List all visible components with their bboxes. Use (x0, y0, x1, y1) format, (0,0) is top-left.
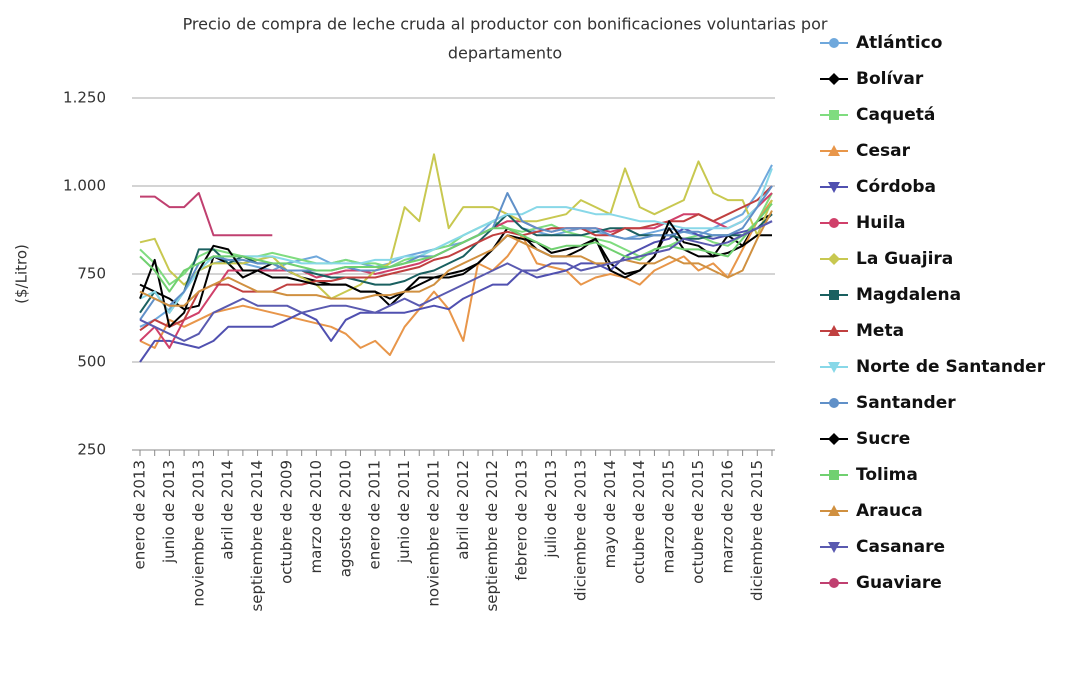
y-tick-label: 750 (77, 265, 106, 283)
legend-marker (828, 433, 840, 445)
legend-marker (828, 182, 840, 193)
y-tick-label: 500 (77, 353, 106, 371)
x-tick-label: octubre de 2015 (689, 460, 707, 584)
legend-marker (829, 218, 839, 228)
legend-label: Arauca (856, 501, 923, 521)
x-tick-label: diciembre de 2013 (571, 460, 589, 601)
legend-label: Atlántico (856, 33, 942, 53)
x-tick-label: enero de 2013 (131, 460, 149, 569)
legend-marker (829, 110, 839, 120)
legend-marker (829, 398, 839, 408)
legend-label: Guaviare (856, 573, 942, 593)
legend-label: Huila (856, 213, 905, 233)
x-tick-label: agosto de 2010 (336, 460, 354, 577)
legend-marker (828, 542, 840, 553)
line-series (140, 192, 273, 237)
x-tick-label: junio de 2011 (395, 460, 413, 564)
legend-marker (828, 325, 840, 336)
line-series (139, 220, 773, 342)
legend-marker (828, 505, 840, 516)
legend-label: Caquetá (856, 105, 935, 125)
chart-title: Precio de compra de leche cruda al produ… (183, 15, 828, 34)
legend-marker (829, 578, 839, 588)
legend-marker (828, 145, 840, 156)
legend-label: Bolívar (856, 69, 924, 89)
x-tick-label: mayo de 2014 (601, 460, 619, 568)
line-series (139, 213, 773, 311)
line-series (139, 202, 773, 293)
x-tick-label: abril de 2012 (454, 460, 472, 560)
legend-label: Córdoba (856, 177, 936, 197)
legend-label: Norte de Santander (856, 357, 1046, 377)
x-tick-label: marzo de 2010 (307, 460, 325, 573)
y-tick-label: 1.000 (63, 177, 106, 195)
line-series (139, 210, 773, 307)
legend-marker (828, 253, 840, 265)
chart-title: departamento (448, 44, 562, 63)
x-tick-label: noviembre de 2011 (424, 460, 442, 607)
x-tick-label: noviembre de 2013 (189, 460, 207, 607)
x-tick-label: junio de 2013 (160, 460, 178, 564)
y-tick-label: 250 (77, 441, 106, 459)
x-tick-label: septiembre de 2012 (483, 460, 501, 612)
x-tick-label: febrero de 2013 (513, 460, 531, 581)
x-tick-label: octubre de 2009 (277, 460, 295, 584)
legend-label: Sucre (856, 429, 910, 449)
x-tick-label: octubre de 2014 (630, 460, 648, 584)
legend-marker (828, 73, 840, 85)
x-tick-label: septiembre de 2014 (248, 460, 266, 612)
y-axis-label: ($/Litro) (13, 244, 31, 304)
legend-label: Magdalena (856, 285, 961, 305)
line-series (139, 185, 773, 332)
legend-label: Cesar (856, 141, 911, 161)
x-tick-label: enero de 2011 (366, 460, 384, 569)
legend-label: Meta (856, 321, 904, 341)
legend-label: Santander (856, 393, 956, 413)
line-series (139, 220, 773, 363)
legend-marker (829, 38, 839, 48)
legend-label: La Guajira (856, 249, 953, 269)
x-tick-label: marzo de 2016 (718, 460, 736, 573)
line-series (139, 153, 773, 300)
legend-label: Tolima (856, 465, 918, 485)
y-tick-label: 1.250 (63, 89, 106, 107)
legend-marker (828, 362, 840, 373)
legend-marker (829, 290, 839, 300)
legend-marker (829, 470, 839, 480)
line-series (139, 199, 773, 356)
x-tick-label: julio de 2013 (542, 460, 560, 559)
line-series (139, 220, 772, 328)
x-tick-label: diciembre de 2015 (748, 460, 766, 601)
x-tick-label: abril de 2014 (219, 460, 237, 560)
x-tick-label: marzo de 2015 (660, 460, 678, 573)
legend-label: Casanare (856, 537, 945, 557)
